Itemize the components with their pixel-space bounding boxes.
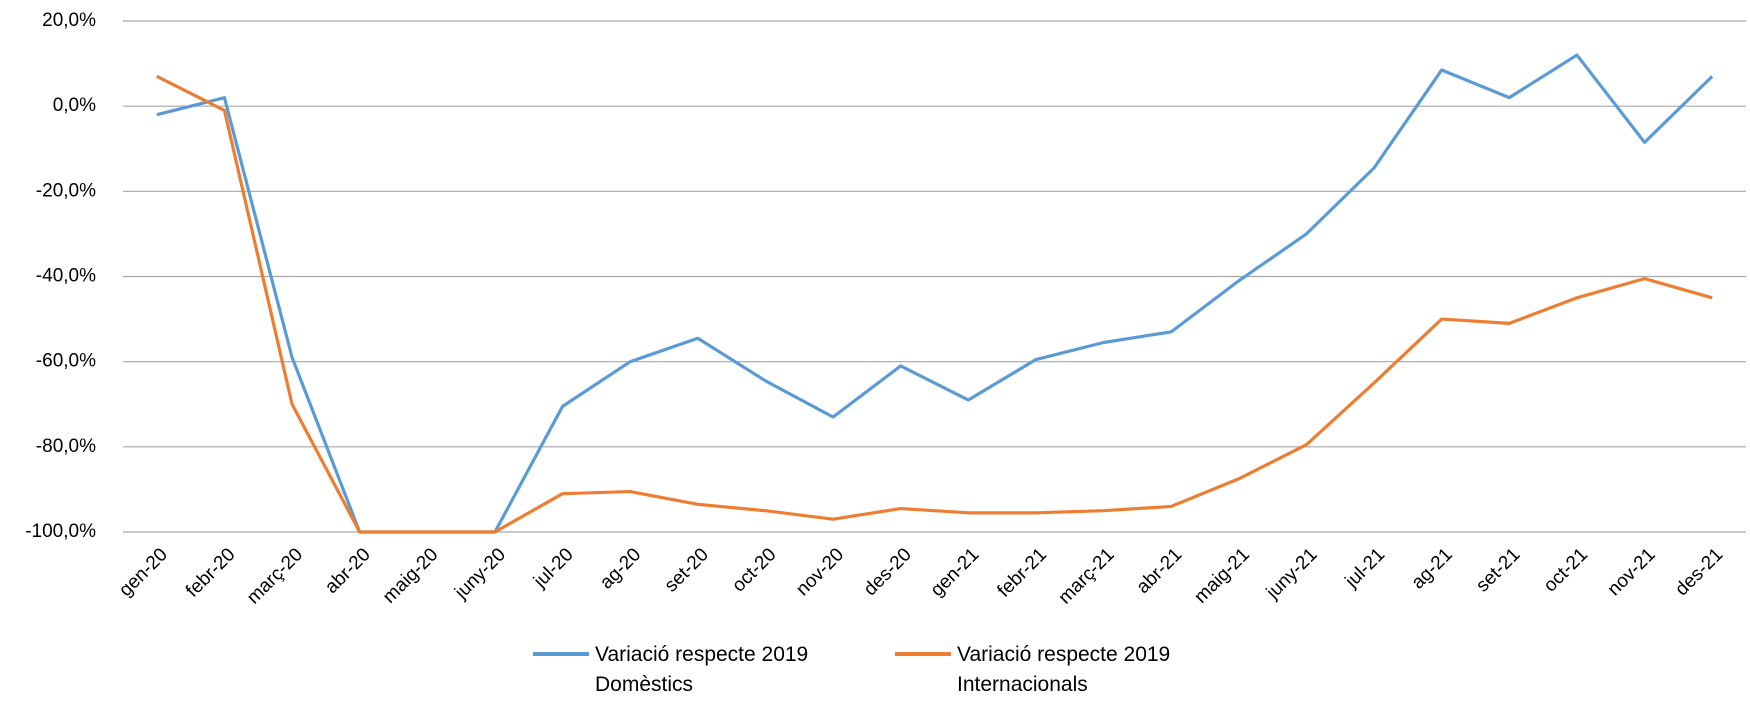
x-tick-label: des-20 [860,544,916,600]
x-tick-label: juny-21 [1262,544,1322,604]
legend-swatch [533,652,589,656]
legend-label: Variació respecte 2019 Internacionals [957,643,1171,696]
chart: -100,0% -80,0% -60,0% -40,0% -20,0% 0,0% 20,0%… [25,10,1746,608]
x-tick-label: nov-20 [792,544,848,600]
x-tick-label: oct-20 [728,544,780,596]
x-tick-label: jul-21 [1341,544,1389,592]
x-tick-label: gen-20 [115,544,172,601]
series-line [156,74,1713,534]
x-tick-label: abr-20 [321,544,375,598]
x-tick-label: jul-20 [529,544,577,592]
legend-swatch [895,652,951,656]
legend: Variació respecte 2019 Domèstics Variació… [0,640,1750,700]
y-tick-label: -100,0% [25,521,96,542]
y-tick-label: -60,0% [36,351,96,372]
x-tick-label: des-21 [1671,544,1727,600]
x-tick-label: abr-21 [1133,544,1187,598]
x-tick-label: ag-21 [1408,544,1457,593]
x-tick-label: març-20 [243,544,307,608]
x-tick-label: nov-21 [1604,544,1660,600]
x-tick-label: maig-21 [1190,544,1253,607]
x-tick-label: ag-20 [596,544,645,593]
y-tick-label: -40,0% [36,266,96,287]
x-tick-label: març-21 [1055,544,1119,608]
y-tick-label: -20,0% [36,180,96,201]
legend-item: Variació respecte 2019 Domèstics [533,640,855,700]
x-tick-label: juny-20 [450,544,510,604]
x-tick-label: oct-21 [1540,544,1592,596]
x-tick-label: set-21 [1472,544,1524,596]
y-tick-label: 0,0% [53,95,96,116]
series-line [156,53,1714,534]
x-tick-label: gen-21 [927,544,984,601]
legend-label: Variació respecte 2019 Domèstics [595,643,809,696]
x-tick-label: febr-21 [994,544,1051,601]
y-tick-label: 20,0% [42,10,96,31]
x-tick-label: febr-20 [182,544,239,601]
y-tick-label: -80,0% [36,436,96,457]
x-tick-label: maig-20 [379,544,442,607]
x-tick-label: set-20 [661,544,713,596]
legend-item: Variació respecte 2019 Internacionals [895,640,1217,700]
